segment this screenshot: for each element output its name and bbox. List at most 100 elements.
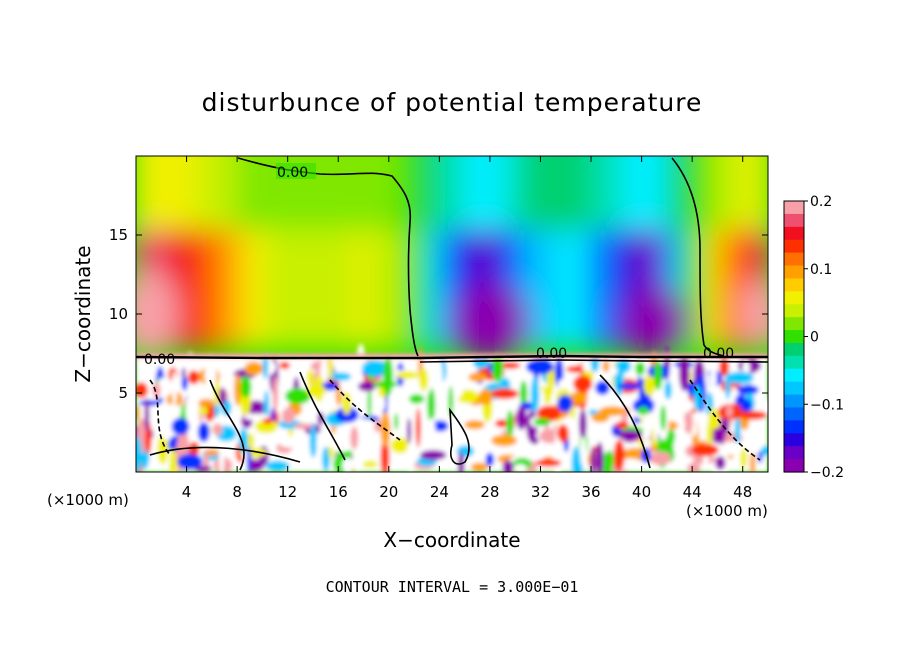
field-cell-upper: [494, 156, 505, 230]
turbulent-patch: [396, 371, 419, 380]
field-cell-upper: [159, 156, 170, 230]
turbulent-patch: [321, 381, 339, 391]
field-cell-upper: [323, 156, 334, 230]
turbulent-patch: [470, 462, 489, 472]
turbulent-patch: [472, 355, 490, 369]
turbulent-patch: [408, 394, 425, 404]
turbulent-patch: [428, 418, 436, 444]
field-cell-lower: [367, 229, 379, 349]
field-cell-upper: [519, 156, 530, 230]
turbulent-patch: [371, 437, 381, 454]
field-cell-upper: [380, 156, 391, 230]
chart-title: disturbunce of potential temperature: [202, 88, 703, 117]
y-tick-label: 10: [109, 305, 128, 323]
field-cell-upper: [538, 156, 549, 230]
turbulent-patch: [653, 401, 660, 441]
turbulent-patch: [159, 421, 173, 439]
colorbar-swatch: [784, 433, 804, 447]
field-cell-lower: [620, 229, 631, 349]
field-cell-lower: [671, 229, 682, 349]
turbulent-patch: [382, 356, 393, 397]
field-cell-upper: [513, 156, 524, 230]
field-cell-upper: [709, 156, 720, 230]
turbulent-patch: [350, 426, 359, 450]
turbulent-patch: [596, 441, 604, 472]
field-cell-upper: [721, 156, 733, 230]
turbulent-patch: [473, 445, 487, 454]
turbulent-patch: [665, 426, 676, 463]
turbulent-patch: [580, 436, 587, 468]
field-cell-lower: [310, 229, 322, 349]
field-cell-lower: [715, 229, 726, 349]
field-cell-lower: [292, 229, 303, 349]
y-axis-ticks: 5 10 15: [109, 226, 768, 402]
colorbar-swatch: [784, 252, 804, 267]
field-cell-upper: [361, 156, 372, 230]
turbulent-patch: [234, 373, 241, 407]
field-cell-lower: [171, 229, 183, 349]
turbulent-patch: [152, 382, 161, 399]
turbulent-patch: [221, 369, 232, 390]
turbulent-patch: [390, 437, 410, 454]
field-cell-lower: [664, 229, 676, 349]
turbulent-patch: [136, 382, 148, 399]
field-cell-upper: [184, 156, 195, 230]
turbulent-patch: [706, 420, 713, 447]
turbulent-patch: [653, 360, 663, 391]
field-cell-upper: [273, 156, 284, 230]
field-cell-lower: [247, 229, 259, 349]
colorbar-swatch: [784, 330, 804, 344]
colorbar-swatch: [784, 278, 804, 292]
lobe-negative-2: [618, 287, 691, 356]
turbulent-patch: [452, 382, 463, 398]
turbulent-patch: [515, 406, 528, 430]
turbulent-patch: [420, 450, 447, 461]
field-cell-lower: [203, 229, 214, 349]
field-cell-upper: [557, 156, 568, 230]
field-cell-lower: [626, 229, 638, 349]
field-cell-upper: [412, 156, 423, 230]
turbulent-patch: [495, 419, 510, 428]
turbulent-patch: [306, 369, 314, 387]
turbulent-patch: [464, 420, 485, 430]
colorbar-swatch: [784, 213, 804, 228]
x-unit-right: (×1000 m): [686, 502, 768, 520]
turbulent-patch: [740, 399, 752, 412]
turbulent-patch: [239, 376, 252, 398]
turbulent-patch: [136, 404, 141, 421]
field-cell-upper: [475, 156, 486, 230]
turbulent-patch: [187, 370, 200, 385]
turbulent-patch: [691, 443, 719, 457]
contour-labels: 0.00 0.00 0.00 0.00: [144, 163, 734, 368]
field-cell-lower: [633, 229, 644, 349]
turbulent-patch: [590, 354, 600, 373]
turbulent-patch: [757, 450, 763, 464]
turbulent-patch: [617, 382, 642, 390]
field-cell-lower: [323, 229, 334, 349]
turbulent-patch: [431, 465, 455, 472]
turbulent-patch: [317, 411, 324, 426]
field-cell-lower: [702, 229, 714, 349]
field-cell-upper: [570, 156, 581, 230]
turbulent-patch: [254, 419, 278, 434]
field-cell-lower: [582, 229, 594, 349]
turbulent-patch: [570, 391, 588, 405]
turbulent-patch: [204, 352, 217, 393]
field-cell-upper: [146, 156, 157, 230]
field-cell-upper: [481, 156, 492, 230]
field-cell-upper: [165, 156, 176, 230]
y-axis-label: Z−coordinate: [71, 245, 95, 382]
field-cell-upper: [367, 156, 379, 230]
turbulent-patch: [188, 441, 200, 457]
colorbar: [784, 201, 804, 473]
turbulent-patch: [315, 439, 343, 447]
turbulent-patch: [590, 446, 596, 472]
field-cell-upper: [260, 156, 271, 230]
turbulent-patch: [513, 464, 527, 472]
turbulent-patch: [168, 448, 178, 472]
turbulent-patch: [683, 408, 693, 434]
turbulent-patch: [198, 398, 215, 408]
field-cell-upper: [443, 156, 454, 230]
turbulent-patch: [364, 429, 370, 461]
